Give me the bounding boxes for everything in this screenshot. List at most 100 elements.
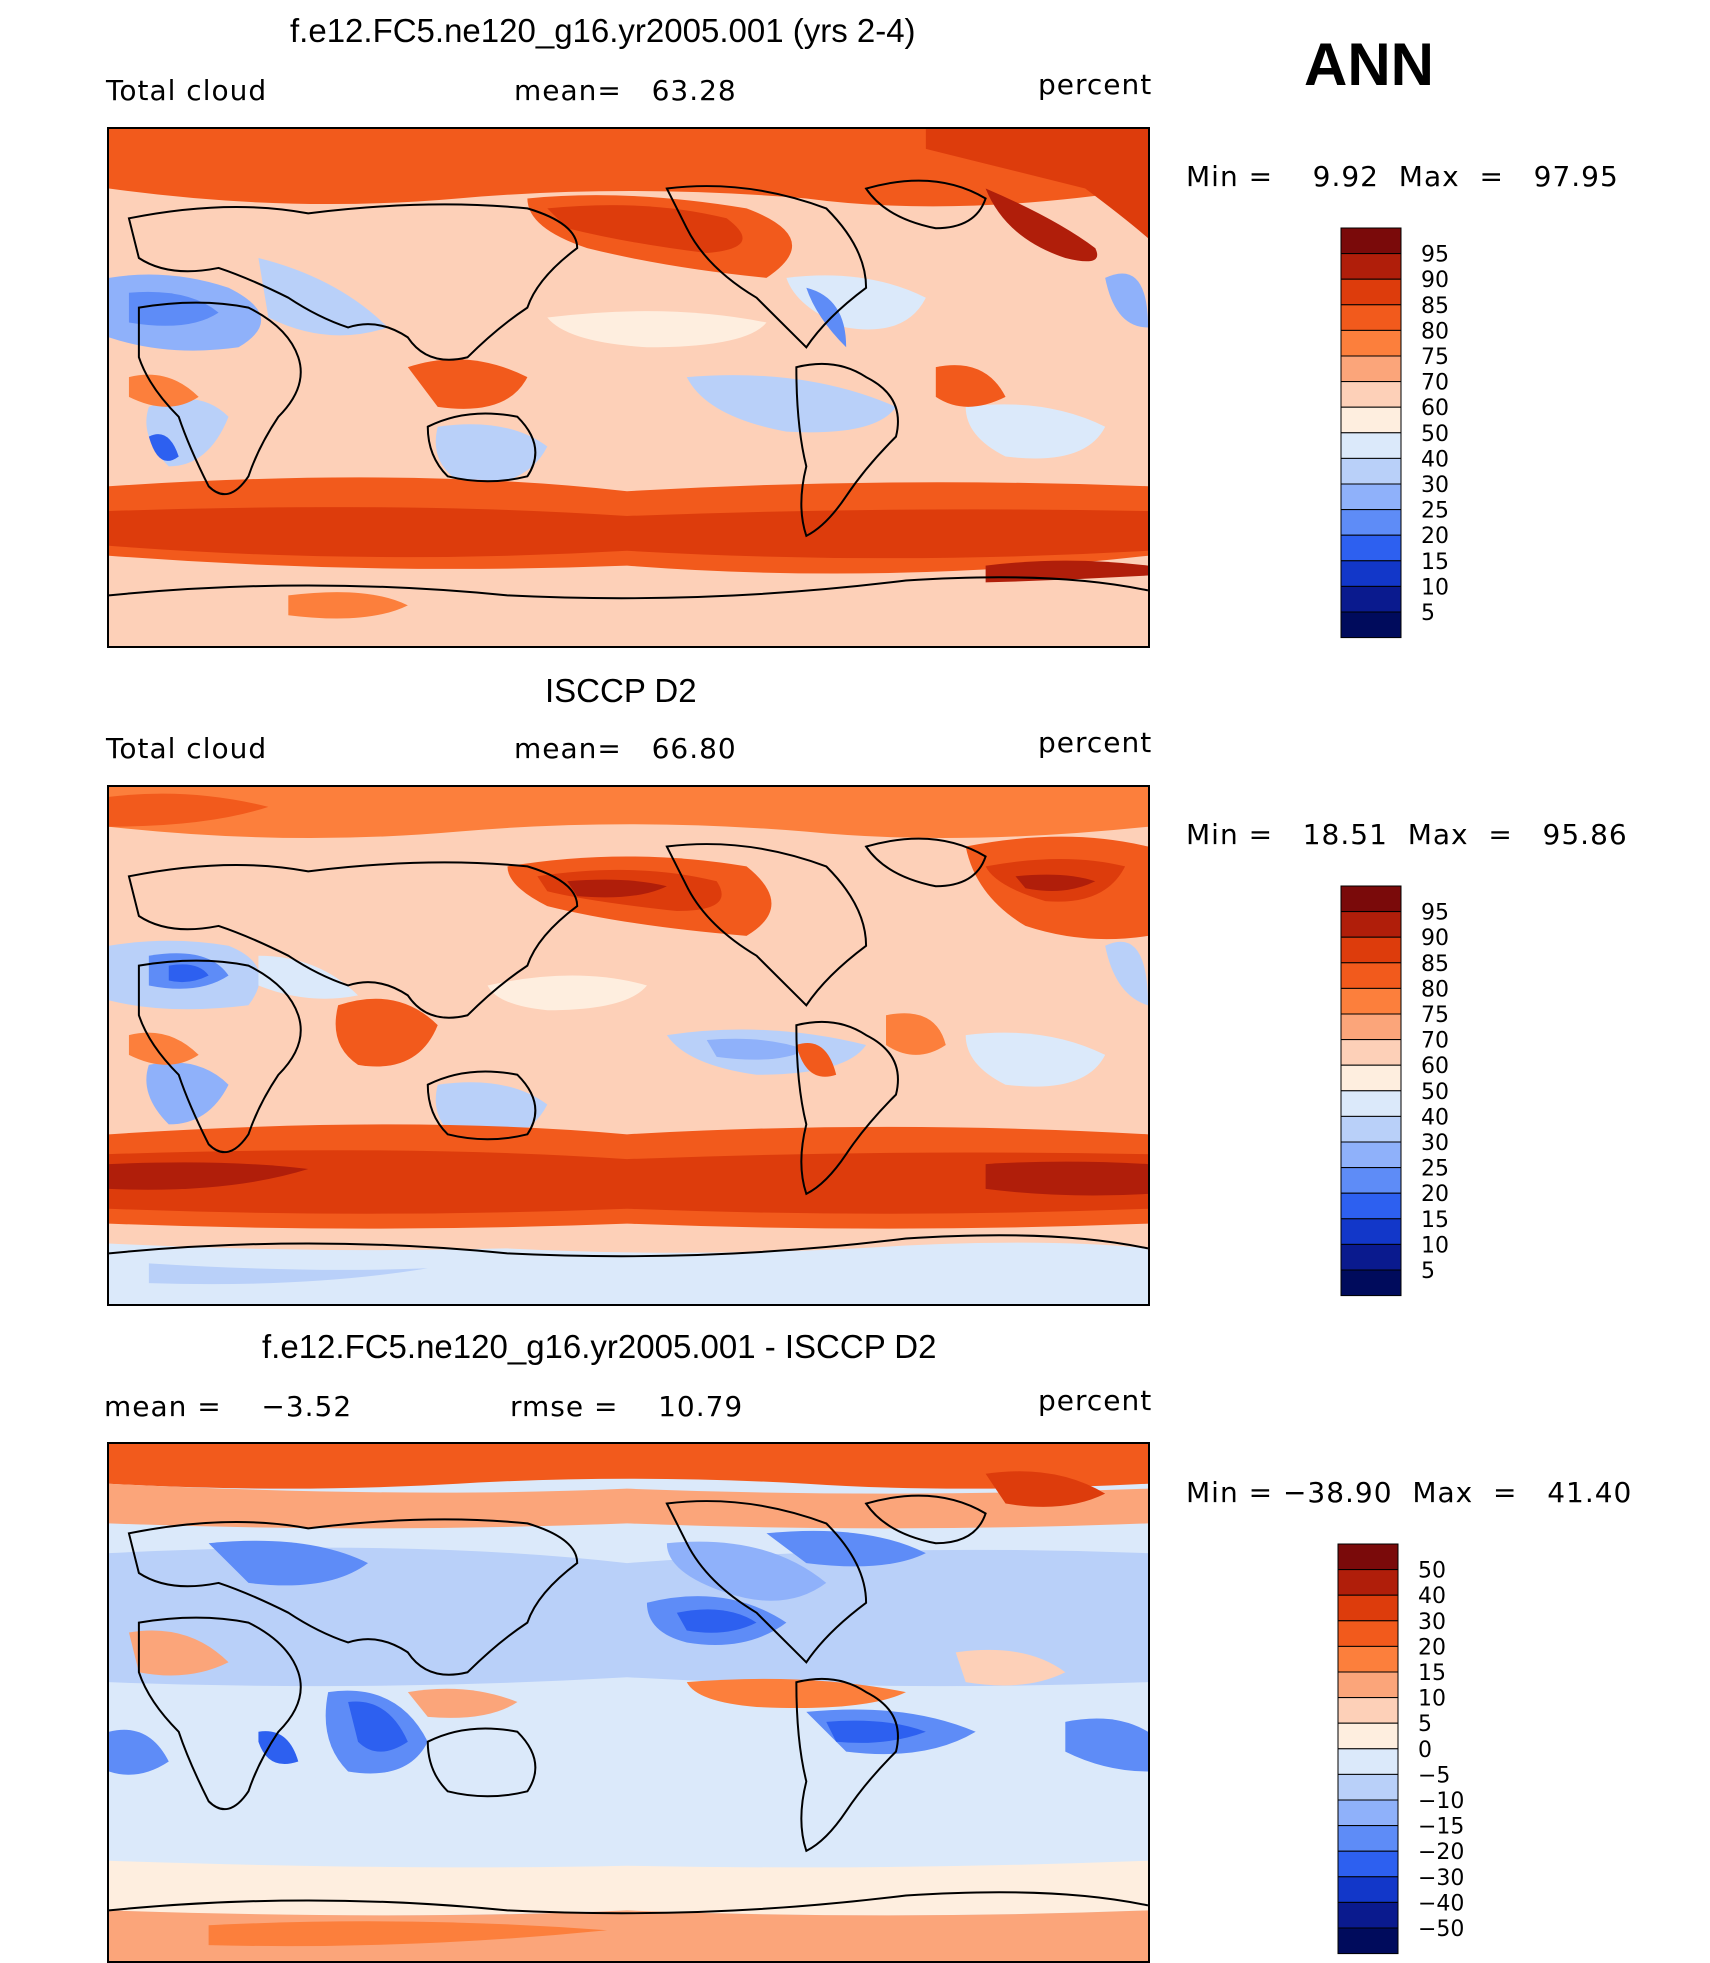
colorbar-tick-label: 80 [1421, 319, 1449, 344]
colorbar-box [1337, 1825, 1399, 1852]
panel1-map [107, 127, 1150, 648]
colorbar-box [1340, 885, 1402, 913]
panel1-colorbar: 95 90 85 80 75 70 60 50 40 30 25 20 15 10 5 [1340, 227, 1460, 644]
colorbar-box [1340, 585, 1402, 613]
panel2-units-label: percent [1038, 726, 1153, 759]
colorbar-box [1337, 1850, 1399, 1878]
panel1-title: f.e12.FC5.ne120_g16.yr2005.001 (yrs 2-4) [290, 12, 916, 49]
colorbar-tick-label: 5 [1421, 1259, 1435, 1284]
colorbar-box [1337, 1543, 1399, 1571]
colorbar-box [1340, 1090, 1402, 1117]
colorbar-box [1340, 611, 1402, 639]
panel1-mean-label: mean= 63.28 [514, 74, 737, 107]
colorbar-tick-label: 85 [1421, 294, 1449, 319]
panel2-title: ISCCP D2 [545, 672, 697, 709]
colorbar-tick-label: 75 [1421, 1003, 1449, 1028]
colorbar-box [1340, 1269, 1402, 1297]
panel3-map-svg [109, 1444, 1148, 1961]
colorbar-box [1340, 432, 1402, 459]
colorbar-box [1340, 355, 1402, 383]
colorbar-box [1340, 406, 1402, 434]
panel2-minmax: Min = 18.51 Max = 95.86 [1186, 818, 1628, 851]
colorbar-tick-label: 50 [1421, 1080, 1449, 1105]
panel3-title: f.e12.FC5.ne120_g16.yr2005.001 - ISCCP D… [262, 1328, 937, 1365]
colorbar-tick-label: 10 [1421, 575, 1449, 600]
colorbar-box [1340, 1218, 1402, 1245]
colorbar-tick-label: −10 [1418, 1789, 1464, 1814]
colorbar-tick-label: 80 [1421, 977, 1449, 1002]
colorbar-box [1340, 483, 1402, 511]
panel2-map-svg [109, 787, 1148, 1304]
colorbar-tick-label: 40 [1421, 447, 1449, 472]
colorbar-box [1340, 1115, 1402, 1143]
colorbar-tick-label: −20 [1418, 1840, 1464, 1865]
panel1-units-label: percent [1038, 68, 1153, 101]
colorbar-box [1337, 1697, 1399, 1724]
colorbar-tick-label: 70 [1421, 371, 1449, 396]
panel3-rmse-label: rmse = 10.79 [510, 1390, 744, 1423]
colorbar-box [1337, 1722, 1399, 1750]
colorbar-box [1340, 1013, 1402, 1041]
colorbar-tick-label: 95 [1421, 901, 1449, 926]
colorbar-tick-label: 15 [1421, 1208, 1449, 1233]
colorbar-box [1337, 1645, 1399, 1673]
colorbar-box [1337, 1799, 1399, 1827]
colorbar-box [1340, 381, 1402, 408]
colorbar-tick-label: 60 [1421, 396, 1449, 421]
colorbar-tick-label: 90 [1421, 926, 1449, 951]
panel2-colorbar: 95 90 85 80 75 70 60 50 40 30 25 20 15 10 5 [1340, 885, 1460, 1302]
colorbar-box [1340, 1243, 1402, 1271]
colorbar-box [1337, 1876, 1399, 1903]
colorbar-box [1337, 1901, 1399, 1929]
colorbar-box [1340, 534, 1402, 562]
colorbar-tick-label: 15 [1418, 1661, 1446, 1686]
colorbar-box [1340, 962, 1402, 989]
colorbar-tick-label: 95 [1421, 243, 1449, 268]
colorbar-box [1340, 278, 1402, 306]
colorbar-box [1340, 1039, 1402, 1066]
panel1-map-svg [109, 129, 1148, 646]
colorbar-tick-label: 10 [1418, 1687, 1446, 1712]
colorbar-box [1340, 911, 1402, 938]
colorbar-tick-label: 25 [1421, 499, 1449, 524]
panel2-map [107, 785, 1150, 1306]
colorbar-box [1340, 1192, 1402, 1220]
colorbar-tick-label: 90 [1421, 268, 1449, 293]
colorbar-box [1337, 1671, 1399, 1699]
colorbar-tick-label: 30 [1421, 473, 1449, 498]
colorbar-tick-label: 40 [1418, 1584, 1446, 1609]
colorbar-box [1340, 1167, 1402, 1194]
panel3-mean-label: mean = −3.52 [104, 1390, 353, 1423]
colorbar-tick-label: 75 [1421, 345, 1449, 370]
colorbar-box [1337, 1569, 1399, 1596]
colorbar-tick-label: 30 [1421, 1131, 1449, 1156]
colorbar-box [1340, 1064, 1402, 1092]
colorbar-box [1340, 304, 1402, 331]
colorbar-tick-label: 40 [1421, 1105, 1449, 1130]
colorbar-box [1340, 1141, 1402, 1169]
panel1-variable-label: Total cloud [106, 74, 268, 107]
colorbar-box [1340, 509, 1402, 536]
panel3-minmax: Min = −38.90 Max = 41.40 [1186, 1476, 1633, 1509]
colorbar-tick-label: 25 [1421, 1157, 1449, 1182]
colorbar-tick-label: 0 [1418, 1738, 1432, 1763]
colorbar-tick-label: −50 [1418, 1917, 1464, 1942]
colorbar-box [1340, 227, 1402, 255]
colorbar-tick-label: 85 [1421, 952, 1449, 977]
panel3-units-label: percent [1038, 1384, 1153, 1417]
colorbar-tick-label: −40 [1418, 1891, 1464, 1916]
colorbar-tick-label: 20 [1421, 524, 1449, 549]
colorbar-tick-label: 5 [1421, 601, 1435, 626]
colorbar-tick-label: 15 [1421, 550, 1449, 575]
colorbar-tick-label: 50 [1418, 1559, 1446, 1584]
panel2-mean-label: mean= 66.80 [514, 732, 737, 765]
colorbar-box [1340, 936, 1402, 964]
colorbar-tick-label: −15 [1418, 1815, 1464, 1840]
colorbar-tick-label: 50 [1421, 422, 1449, 447]
panel2-variable-label: Total cloud [106, 732, 268, 765]
colorbar-tick-label: 20 [1418, 1635, 1446, 1660]
colorbar-tick-label: −30 [1418, 1866, 1464, 1891]
